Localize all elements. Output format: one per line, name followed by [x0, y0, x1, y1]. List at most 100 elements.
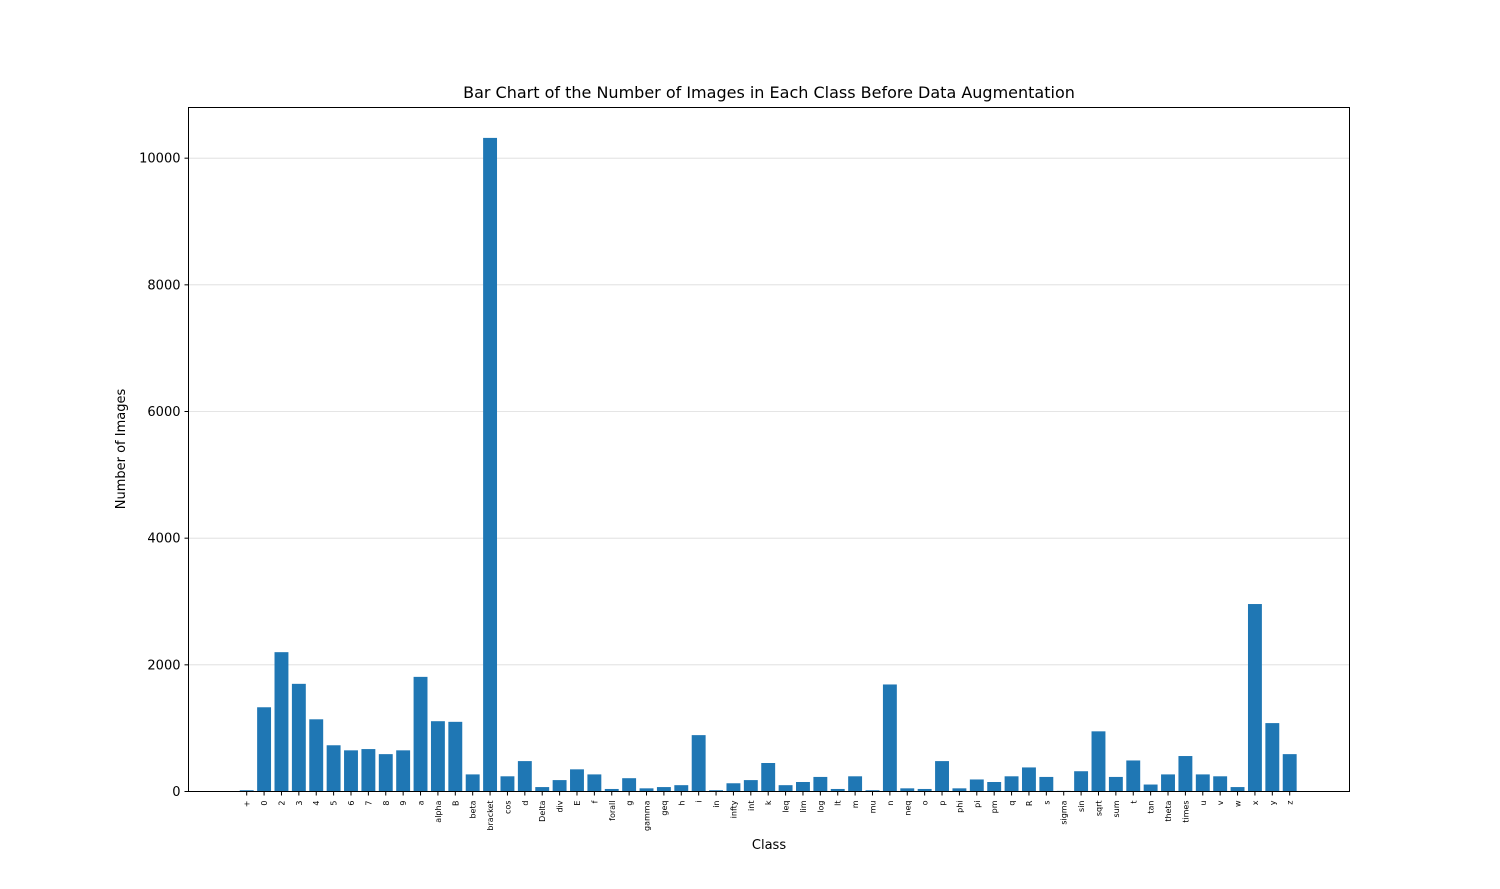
bar-s: [1039, 776, 1054, 792]
x-tick-label: sin: [1077, 801, 1086, 812]
chart-title: Bar Chart of the Number of Images in Eac…: [463, 83, 1075, 102]
bar-Delta: [535, 787, 550, 792]
x-tick-label: o: [921, 800, 930, 805]
x-tick-label: leq: [782, 801, 791, 813]
x-tick-label: cos: [503, 801, 512, 814]
bar-8: [378, 754, 393, 792]
bar-m: [848, 776, 863, 792]
bar-3: [291, 683, 306, 792]
x-tick-label: p: [938, 801, 947, 806]
x-tick-label: bracket: [486, 801, 495, 831]
x-tick-label: E: [573, 801, 582, 806]
bar-f: [587, 774, 602, 792]
y-tick-label: 6000: [147, 405, 180, 420]
bar-d: [517, 761, 532, 792]
bar-E: [570, 769, 584, 792]
bar-i: [691, 735, 706, 792]
y-tick-label: 4000: [147, 532, 180, 547]
x-tick-label: v: [1216, 800, 1225, 805]
x-tick-label: forall: [608, 801, 617, 821]
y-tick-label: 0: [172, 785, 180, 800]
bar-bracket: [483, 137, 498, 792]
bar-cos: [500, 776, 515, 792]
bar-in: [709, 790, 724, 792]
x-tick-label: geq: [660, 801, 669, 816]
bar-z: [1282, 754, 1297, 792]
bar-log: [813, 776, 828, 792]
bar-n: [882, 684, 897, 792]
x-tick-label: log: [816, 801, 825, 813]
x-tick-label: lt: [834, 801, 843, 806]
bar-alpha: [430, 721, 445, 792]
bar-o: [917, 788, 932, 792]
bar-0: [257, 707, 272, 792]
x-axis-label: Class: [752, 838, 786, 853]
x-tick-label: pm: [990, 800, 999, 813]
x-tick-label: beta: [469, 800, 478, 818]
bar-theta: [1161, 774, 1175, 792]
x-tick-label: sigma: [1060, 800, 1069, 824]
x-tick-label: 8: [382, 801, 391, 806]
x-tick-label: h: [677, 801, 686, 806]
x-tick-label: Delta: [538, 800, 547, 821]
x-tick-label: mu: [869, 801, 878, 814]
x-tick-label: a: [417, 800, 426, 805]
x-tick-label: w: [1234, 800, 1243, 807]
bar-gamma: [639, 788, 654, 792]
bar-pi: [969, 779, 984, 792]
x-tick-label: B: [451, 801, 460, 807]
bar-pm: [987, 782, 1002, 792]
x-tick-label: m: [851, 800, 860, 808]
bar-x: [1247, 604, 1262, 792]
x-tick-label: 5: [330, 801, 339, 806]
bar-tan: [1143, 784, 1158, 792]
x-tick-label: 7: [364, 801, 373, 806]
bar-2: [274, 652, 289, 792]
bar-geq: [656, 787, 671, 792]
bar-R: [1021, 767, 1036, 792]
x-tick-label: f: [590, 800, 599, 803]
x-tick-label: lim: [799, 800, 808, 812]
bar-B: [448, 721, 463, 792]
bar-times: [1178, 756, 1193, 792]
x-tick-label: infty: [729, 800, 738, 818]
bar-u: [1195, 774, 1210, 792]
x-tick-label: times: [1181, 801, 1190, 823]
x-tick-label: y: [1268, 800, 1277, 805]
x-tick-label: 6: [347, 801, 356, 806]
bar-sqrt: [1091, 731, 1106, 792]
x-tick-label: s: [1042, 801, 1051, 805]
bar-w: [1230, 787, 1245, 792]
x-tick-label: sqrt: [1094, 801, 1103, 817]
x-tick-label: 0: [260, 801, 269, 806]
x-tick-label: tan: [1147, 801, 1156, 814]
x-tick-label: sum: [1112, 800, 1121, 817]
x-tick-label: gamma: [643, 800, 652, 831]
bar-h: [674, 785, 689, 792]
x-tick-label: n: [886, 801, 895, 806]
bar-int: [743, 780, 758, 792]
x-tick-label: q: [1008, 801, 1017, 806]
x-tick-label: x: [1251, 800, 1260, 805]
bar-q: [1004, 776, 1019, 792]
x-tick-label: int: [747, 801, 756, 811]
x-tick-label: alpha: [434, 800, 443, 822]
x-tick-label: phi: [955, 801, 964, 813]
x-tick-label: g: [625, 801, 634, 806]
x-tick-label: d: [521, 801, 530, 806]
x-tick-label: R: [1025, 800, 1034, 806]
bar-beta: [465, 774, 480, 792]
y-tick-label: 8000: [147, 278, 180, 293]
y-tick-label: 10000: [139, 152, 180, 167]
bar-sin: [1074, 771, 1089, 792]
x-tick-label: theta: [1164, 800, 1173, 821]
bar-4: [309, 719, 324, 792]
bar-lim: [796, 782, 810, 792]
bar-y: [1265, 723, 1280, 792]
bar-6: [344, 750, 358, 792]
bar-forall: [604, 788, 619, 792]
x-tick-label: pi: [973, 801, 982, 808]
